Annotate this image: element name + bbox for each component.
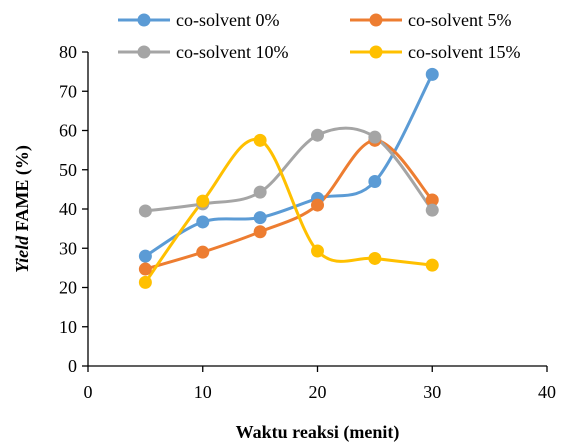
legend-entry-label: co-solvent 5% [408, 10, 511, 30]
y-tick-label: 50 [59, 160, 77, 180]
legend: co-solvent 0% co-solvent 5% co-solvent 10%… [118, 10, 520, 62]
data-point [425, 193, 439, 207]
y-tick-label: 30 [59, 238, 77, 258]
data-point [253, 133, 267, 147]
series-line-0 [144, 73, 434, 258]
data-point [138, 249, 152, 263]
y-tick-label: 0 [68, 356, 77, 376]
legend-swatch-marker [137, 45, 151, 59]
data-point [368, 251, 382, 265]
y-ticks: 0 10 20 30 40 50 60 70 80 [59, 42, 88, 376]
x-tick-label: 10 [194, 382, 212, 402]
data-point [425, 203, 439, 217]
y-tick-label: 70 [59, 81, 77, 101]
data-point [253, 225, 267, 239]
data-point [196, 215, 210, 229]
series-line-2 [145, 126, 434, 213]
legend-entry-label: co-solvent 0% [176, 10, 279, 30]
legend-swatch-marker [369, 13, 383, 27]
series-points [138, 67, 439, 289]
data-point [196, 245, 210, 259]
data-point [253, 185, 267, 199]
y-axis-title-italic: Yield [12, 235, 32, 273]
data-point [253, 211, 267, 225]
legend-entry-label: co-solvent 15% [408, 42, 520, 62]
legend-entry-label: co-solvent 10% [176, 42, 288, 62]
data-point [311, 128, 324, 142]
x-tick-label: 0 [84, 382, 93, 402]
y-tick-label: 80 [59, 42, 77, 62]
y-tick-label: 10 [59, 317, 77, 337]
x-ticks: 0 10 20 30 40 [84, 366, 556, 402]
y-tick-label: 20 [59, 278, 77, 298]
series-lines [144, 73, 434, 284]
data-point [368, 175, 382, 189]
y-tick-label: 40 [59, 199, 77, 219]
legend-swatch-marker [137, 13, 151, 27]
legend-swatch-marker [369, 45, 383, 59]
data-point [425, 258, 439, 272]
data-point [138, 262, 152, 276]
x-axis-title: Waktu reaksi (menit) [236, 422, 400, 443]
data-point [138, 275, 152, 289]
data-point [311, 244, 324, 258]
x-tick-label: 20 [309, 382, 327, 402]
data-point [311, 198, 324, 212]
x-tick-label: 30 [423, 382, 441, 402]
y-axis-title-rest: FAME (%) [12, 145, 33, 236]
x-tick-label: 40 [538, 382, 556, 402]
data-point [196, 194, 210, 208]
plot-area: 0 10 20 30 40 0 10 20 30 40 50 60 70 80 [59, 42, 556, 402]
data-point [138, 204, 152, 218]
y-tick-label: 60 [59, 121, 77, 141]
data-point [368, 130, 382, 144]
y-axis-title: Yield FAME (%) [12, 145, 33, 273]
data-point [425, 67, 439, 81]
